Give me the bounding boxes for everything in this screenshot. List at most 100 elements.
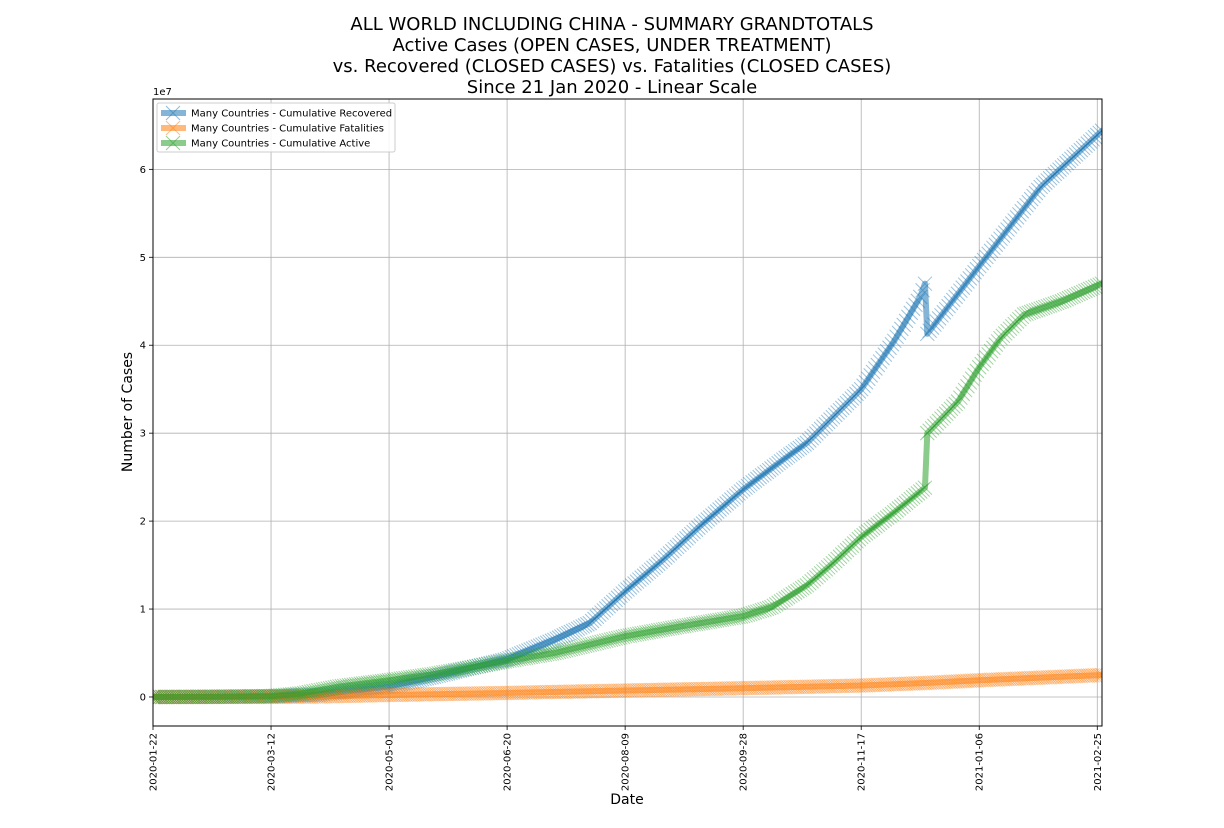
data-point-marker	[988, 672, 1004, 687]
y-axis-label: Number of Cases	[120, 352, 136, 472]
series-line	[153, 672, 1102, 700]
data-point-marker	[195, 689, 210, 705]
data-point-marker	[778, 679, 794, 695]
data-point-marker	[532, 648, 548, 663]
data-point-marker	[797, 579, 812, 595]
data-point-marker	[542, 684, 557, 700]
data-point-marker	[948, 396, 963, 412]
data-point-marker	[990, 672, 1006, 687]
data-point-marker	[676, 682, 692, 697]
data-point-marker	[1035, 300, 1051, 316]
data-point-marker	[549, 684, 565, 700]
data-point-marker	[709, 681, 725, 697]
data-point-marker	[603, 683, 619, 699]
data-point-marker	[1021, 305, 1037, 321]
data-point-marker	[1037, 299, 1053, 315]
data-point-marker	[971, 359, 987, 375]
data-point-marker	[544, 684, 560, 700]
data-point-marker	[707, 681, 723, 697]
data-point-marker	[735, 482, 751, 497]
data-point-marker	[837, 398, 853, 413]
data-point-marker	[1071, 144, 1086, 160]
data-point-marker	[695, 615, 711, 631]
data-point-marker	[884, 336, 900, 352]
data-point-marker	[931, 311, 947, 326]
data-point-marker	[834, 400, 850, 416]
data-point-marker	[620, 628, 635, 644]
data-point-marker	[804, 573, 819, 589]
data-point-marker	[1063, 668, 1079, 684]
data-point-marker	[931, 674, 947, 690]
data-point-marker	[384, 687, 399, 703]
data-point-marker	[924, 320, 940, 335]
data-point-marker	[1026, 188, 1041, 204]
data-point-marker	[504, 652, 520, 668]
data-point-marker	[643, 562, 659, 578]
data-point-marker	[908, 487, 923, 503]
data-point-marker	[615, 683, 631, 698]
data-point-marker	[258, 688, 274, 704]
data-point-marker	[369, 687, 385, 703]
data-point-marker	[580, 616, 595, 632]
data-point-marker	[634, 570, 650, 585]
data-point-marker	[237, 688, 253, 704]
data-point-marker	[634, 682, 650, 698]
data-point-marker	[631, 682, 647, 698]
data-point-marker	[598, 633, 614, 649]
data-point-marker	[169, 689, 184, 705]
data-point-marker	[870, 517, 886, 532]
data-point-marker	[976, 672, 992, 688]
data-point-marker	[365, 674, 380, 690]
data-point-marker	[849, 386, 864, 402]
data-point-marker	[421, 667, 437, 683]
data-point-marker	[719, 611, 735, 627]
data-point-marker	[1063, 289, 1079, 305]
data-point-marker	[490, 655, 506, 670]
data-point-marker	[608, 631, 624, 646]
data-point-marker	[537, 636, 553, 652]
data-point-marker	[929, 416, 945, 431]
data-point-marker	[957, 382, 973, 398]
data-point-marker	[783, 588, 798, 603]
data-point-marker	[929, 675, 945, 690]
data-point-marker	[535, 637, 550, 653]
data-point-marker	[554, 643, 569, 659]
data-point-marker	[568, 622, 583, 638]
data-point-marker	[506, 652, 522, 668]
data-point-marker	[657, 621, 673, 637]
data-point-marker	[945, 399, 961, 414]
data-point-marker	[766, 598, 782, 614]
data-point-marker	[868, 361, 883, 376]
data-point-marker	[790, 442, 805, 457]
data-point-marker	[558, 626, 574, 642]
data-point-marker	[473, 686, 489, 701]
data-point-marker	[842, 393, 857, 409]
data-point-marker	[738, 480, 753, 496]
data-point-marker	[372, 687, 387, 703]
data-point-marker	[945, 674, 961, 689]
data-point-marker	[613, 588, 628, 604]
data-point-marker	[752, 680, 768, 696]
data-point-marker	[591, 683, 607, 699]
data-point-marker	[263, 688, 279, 704]
data-point-marker	[655, 622, 671, 637]
data-point-marker	[610, 683, 626, 699]
data-point-marker	[346, 677, 362, 693]
series-markers	[153, 123, 1102, 705]
series-markers	[153, 667, 1102, 705]
data-point-marker	[882, 677, 897, 692]
data-point-marker	[539, 684, 555, 700]
data-point-marker	[934, 307, 949, 323]
data-point-marker	[988, 337, 1004, 352]
data-point-marker	[705, 613, 720, 629]
data-point-marker	[596, 683, 612, 699]
data-point-marker	[766, 680, 782, 695]
data-point-marker	[1004, 216, 1020, 231]
data-point-marker	[662, 620, 678, 636]
data-point-marker	[1045, 297, 1060, 312]
data-point-marker	[535, 684, 550, 700]
data-point-marker	[761, 462, 777, 478]
data-point-marker	[790, 679, 805, 695]
data-point-marker	[962, 271, 978, 286]
data-point-marker	[400, 670, 416, 686]
